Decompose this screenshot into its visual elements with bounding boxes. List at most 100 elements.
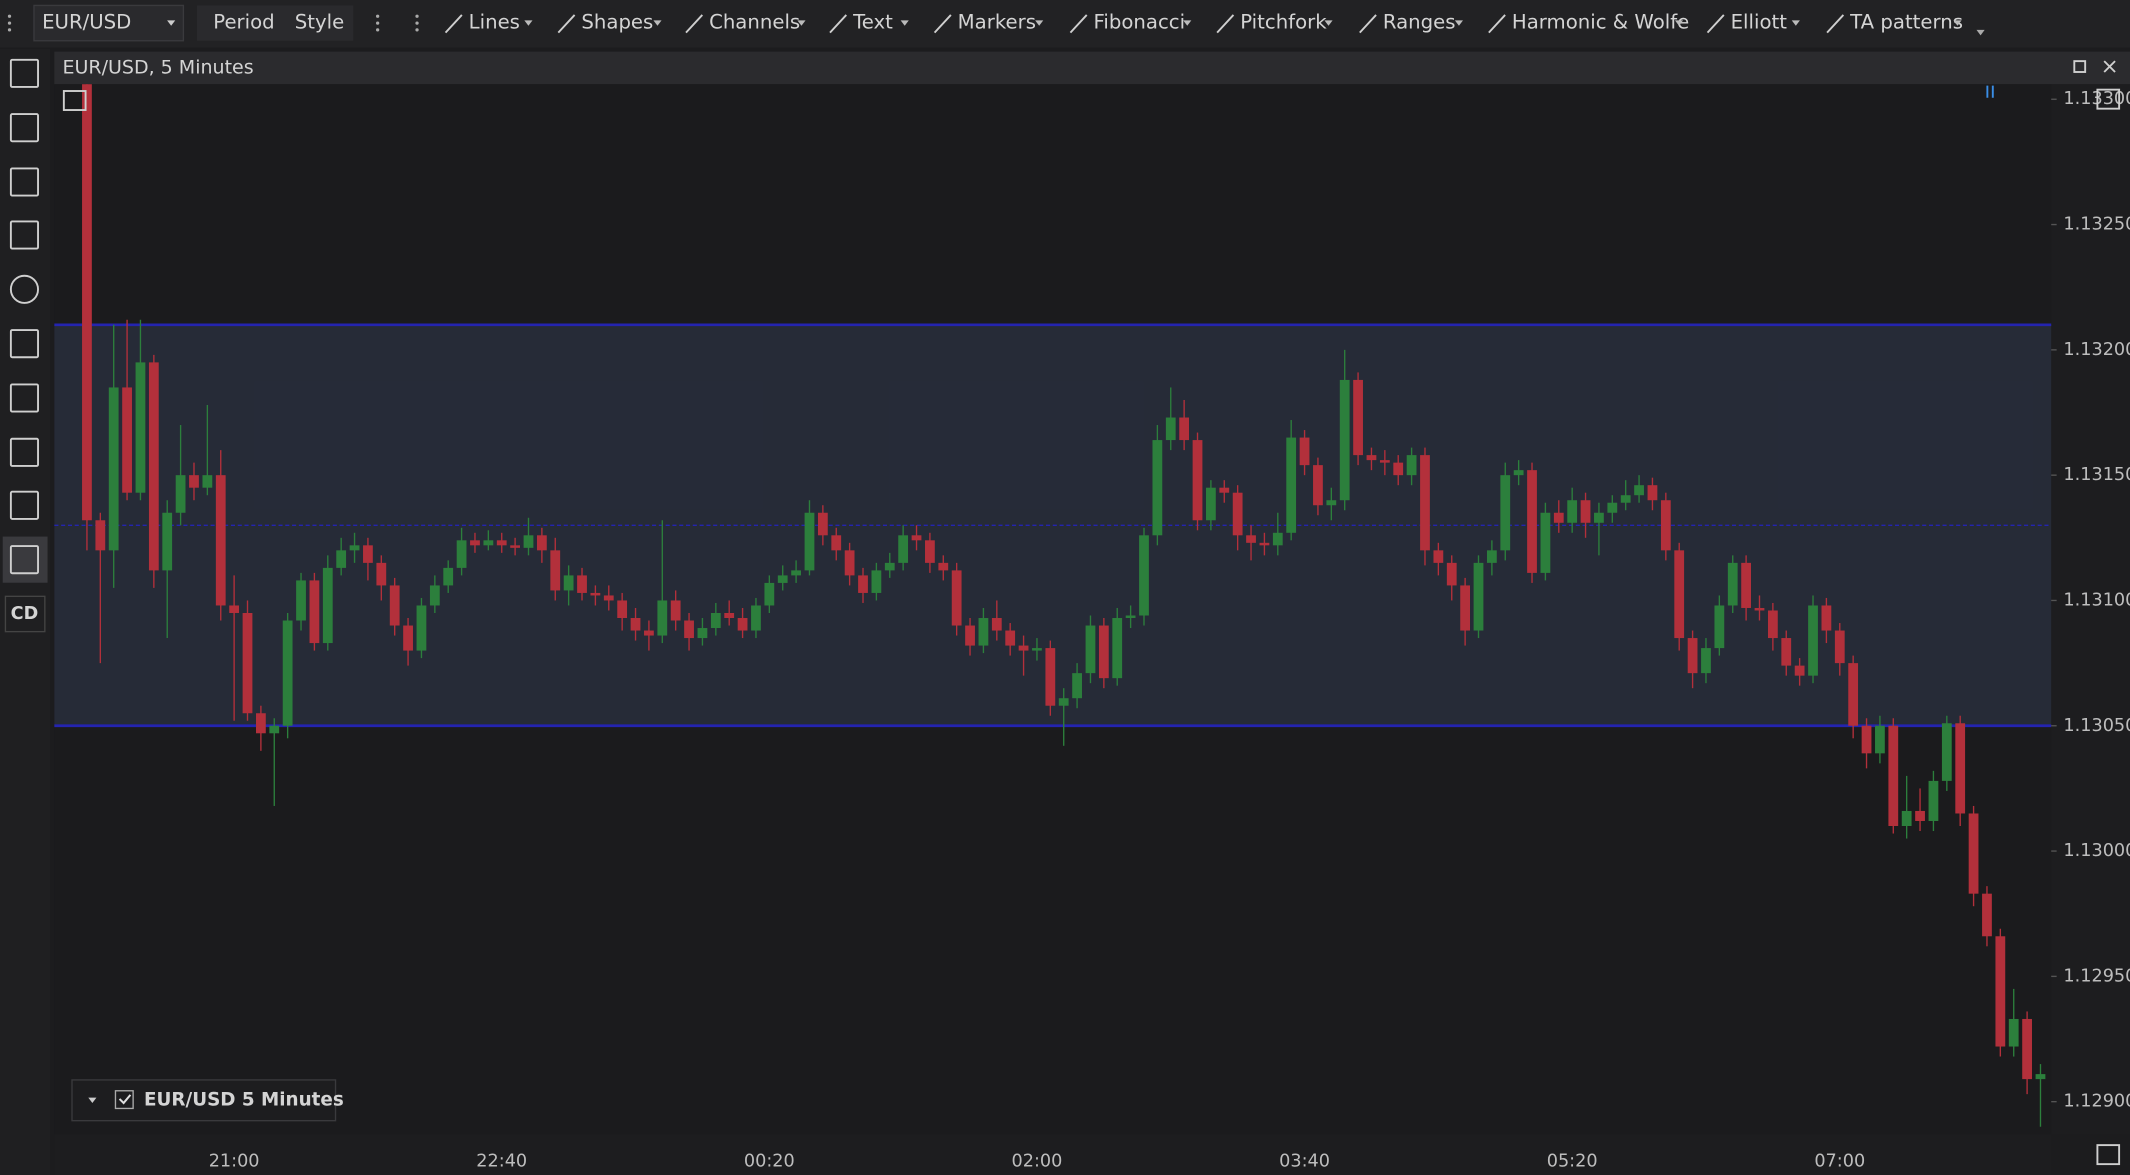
candle-body: [1098, 625, 1109, 679]
candle-body: [644, 630, 654, 636]
sidebar-tools: [2, 58, 48, 633]
candle-body: [443, 567, 454, 586]
candle-body: [1513, 470, 1524, 476]
candle-body: [684, 620, 694, 639]
tool-icon: [1359, 14, 1377, 34]
x-tick-label: 21:00: [209, 1151, 260, 1171]
candle-body: [82, 84, 92, 521]
maximize-button[interactable]: [2073, 60, 2087, 73]
axis-toggle[interactable]: [2096, 88, 2121, 110]
toolbar-grips: [7, 14, 419, 32]
overflow-arrow[interactable]: [1976, 29, 1985, 36]
candle-body: [1794, 665, 1805, 676]
candle-body: [1553, 512, 1564, 523]
tool-button[interactable]: TA patterns: [1849, 11, 1963, 34]
candle-body: [1968, 813, 1979, 894]
candle-body: [162, 512, 173, 571]
dropdown-arrow: [1454, 20, 1464, 26]
legend-checkbox[interactable]: [114, 1090, 134, 1110]
candle-body: [630, 618, 641, 631]
sidebar-tool[interactable]: [9, 113, 39, 143]
active-tool-bg: [2, 536, 48, 583]
tool-icon: [1826, 14, 1845, 34]
candle-body: [1982, 893, 1992, 937]
cd-badge[interactable]: CD: [11, 604, 39, 624]
legend-label: EUR/USD 5 Minutes: [144, 1089, 344, 1110]
candle-body: [925, 540, 935, 563]
tool-icon: [829, 14, 847, 34]
candle-body: [764, 582, 775, 606]
panel-toggle[interactable]: [62, 90, 87, 111]
tool-button[interactable]: Fibonacci: [1094, 11, 1186, 34]
style-button[interactable]: Style: [295, 11, 344, 34]
sidebar-tool[interactable]: [9, 167, 39, 197]
sidebar-tool[interactable]: [9, 545, 39, 575]
candle-body: [255, 713, 266, 734]
candle-body: [670, 600, 681, 621]
sidebar-tool[interactable]: [9, 490, 39, 520]
bottom-toggle[interactable]: [2096, 1144, 2121, 1166]
candle-body: [122, 387, 132, 493]
dropdown-arrow: [1791, 20, 1800, 26]
sidebar-tool[interactable]: [9, 58, 39, 88]
candle-body: [563, 575, 574, 591]
period-button[interactable]: Period: [213, 11, 274, 34]
tool-button[interactable]: Harmonic & Wolfe: [1512, 11, 1689, 34]
candle-body: [1420, 455, 1430, 551]
dropdown-arrow: [167, 20, 176, 26]
close-button[interactable]: [2103, 60, 2116, 73]
dropdown-arrow: [900, 20, 909, 26]
candle-body: [456, 540, 467, 568]
candle-body: [1005, 630, 1016, 646]
pause-indicator: [1986, 85, 1994, 98]
tool-button[interactable]: Text: [852, 11, 893, 34]
y-tick-label: 1.13050: [2063, 716, 2130, 736]
sidebar-tool[interactable]: [9, 220, 39, 250]
tool-icon: [1706, 14, 1725, 34]
candle-body: [1246, 535, 1256, 543]
tool-button[interactable]: Pitchfork: [1240, 11, 1327, 34]
dropdown-arrow: [1035, 20, 1044, 26]
candle-body: [1045, 648, 1056, 706]
sidebar-tool[interactable]: [9, 383, 39, 413]
tool-button[interactable]: Markers: [958, 11, 1036, 34]
sidebar-tool[interactable]: [9, 274, 39, 304]
y-tick-label: 1.12900: [2063, 1092, 2130, 1112]
tool-button[interactable]: Shapes: [581, 11, 653, 34]
candle-body: [389, 585, 400, 626]
candle-body: [1727, 562, 1738, 606]
tool-button[interactable]: Elliott: [1731, 11, 1788, 34]
candle-body: [1500, 475, 1511, 551]
candle-body: [1326, 500, 1337, 506]
candle-body: [1393, 462, 1404, 476]
candle-body: [349, 545, 360, 551]
candle-body: [1018, 645, 1029, 651]
candle-body: [1206, 487, 1216, 521]
sidebar-tool[interactable]: [9, 329, 39, 359]
candle-body: [1540, 512, 1551, 573]
tool-button[interactable]: Channels: [709, 11, 800, 34]
candle-body: [215, 475, 226, 606]
x-tick-label: 03:40: [1279, 1151, 1330, 1171]
time-axis: [54, 1134, 2052, 1175]
tool-button[interactable]: Ranges: [1383, 11, 1456, 34]
x-tick-label: 05:20: [1547, 1151, 1598, 1171]
legend-arrow[interactable]: [88, 1097, 97, 1104]
candle-body: [1875, 725, 1885, 754]
candle-body: [148, 362, 159, 571]
candle-body: [229, 605, 240, 613]
candle-body: [1232, 492, 1243, 536]
tool-button[interactable]: Lines: [469, 11, 520, 34]
sidebar-tool[interactable]: [9, 437, 39, 467]
drawing-tools: Lines Shapes Channels Text Markers Fibonacci P…: [444, 11, 1963, 34]
candle-body: [1406, 455, 1417, 476]
candle-body: [1848, 663, 1859, 726]
candle-body: [536, 535, 547, 551]
candle-body: [1112, 618, 1123, 679]
candle-body: [911, 535, 922, 541]
candle-body: [1995, 936, 2006, 1047]
tool-icon: [444, 14, 463, 34]
candle-body: [550, 550, 561, 591]
symbol-select[interactable]: [33, 4, 185, 42]
candle-body: [1353, 379, 1363, 456]
